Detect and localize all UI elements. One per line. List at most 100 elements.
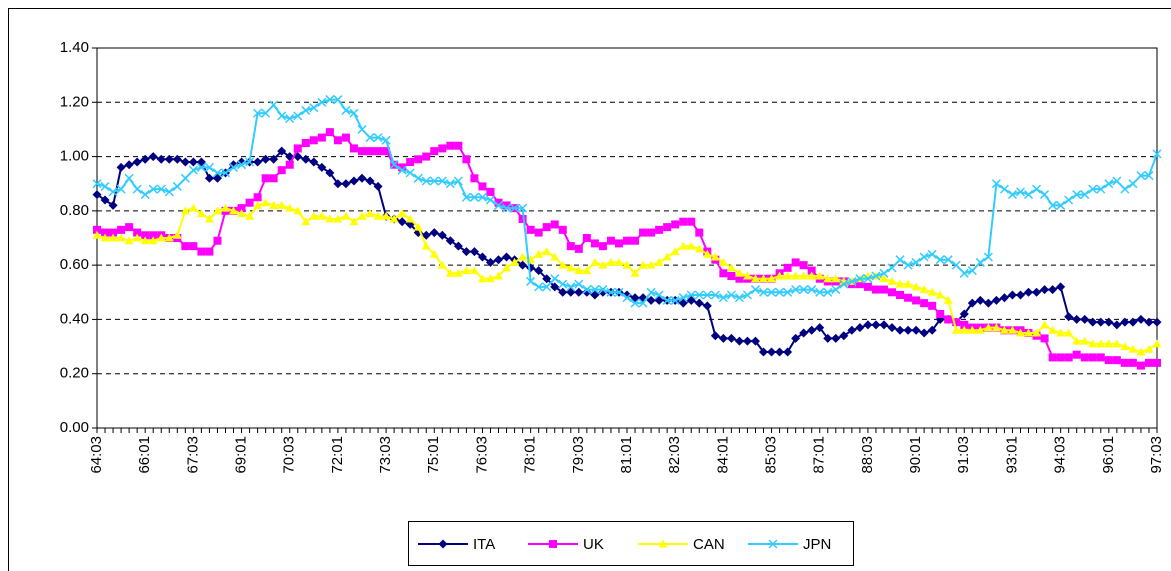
marker [959, 268, 969, 278]
marker [188, 165, 198, 175]
marker [461, 192, 471, 202]
marker [534, 228, 543, 237]
marker [718, 257, 728, 266]
legend-label: ITA [473, 536, 495, 553]
marker [1136, 347, 1146, 356]
marker [133, 228, 142, 237]
marker [397, 165, 407, 175]
marker [991, 295, 1001, 305]
marker [742, 290, 752, 300]
marker [960, 320, 969, 329]
legend: ITA UK CAN JPN [408, 521, 854, 566]
marker [807, 271, 817, 280]
marker [421, 241, 431, 250]
x-tick-label: 64:03 [88, 436, 105, 474]
marker [277, 111, 287, 121]
marker [847, 325, 857, 335]
marker [1136, 361, 1145, 370]
marker [116, 233, 126, 242]
marker [325, 95, 335, 105]
marker [341, 105, 351, 115]
marker [566, 242, 575, 251]
marker [429, 249, 439, 258]
marker [646, 260, 656, 269]
marker [101, 228, 110, 237]
marker [365, 176, 375, 186]
marker [1144, 171, 1154, 181]
marker [301, 217, 311, 226]
marker [309, 211, 319, 220]
marker [1080, 336, 1090, 345]
marker [831, 333, 841, 343]
marker [406, 158, 415, 166]
marker [245, 211, 255, 220]
marker [887, 323, 897, 333]
marker [430, 147, 439, 156]
marker [879, 285, 888, 294]
marker [686, 241, 696, 250]
marker [237, 209, 247, 218]
marker [397, 217, 407, 227]
marker [494, 255, 504, 265]
x-tick-label: 96:01 [1100, 436, 1117, 474]
marker [1064, 328, 1074, 337]
marker [542, 247, 552, 256]
marker [212, 206, 222, 215]
marker [445, 179, 455, 189]
marker [453, 176, 463, 186]
marker [991, 179, 1001, 189]
marker [156, 154, 166, 164]
marker [1112, 176, 1122, 186]
marker [502, 263, 512, 272]
marker [228, 162, 239, 172]
marker [1072, 350, 1081, 359]
marker [783, 271, 793, 280]
marker [204, 162, 214, 172]
x-tick-label: 90:01 [907, 436, 924, 474]
marker [398, 163, 407, 172]
marker [92, 190, 102, 200]
marker [879, 274, 889, 283]
marker [1015, 187, 1026, 197]
marker [1096, 184, 1106, 194]
legend-label: CAN [693, 536, 725, 553]
marker [1048, 353, 1057, 362]
marker [293, 111, 303, 121]
marker [220, 168, 231, 178]
y-tick-label: 0.60 [60, 256, 89, 273]
marker [237, 160, 247, 170]
x-tick-label: 97:03 [1148, 436, 1165, 474]
marker [100, 181, 110, 191]
marker [164, 187, 174, 197]
x-tick-label: 87:01 [811, 436, 828, 474]
marker [1152, 317, 1162, 327]
marker [598, 242, 607, 251]
marker [196, 162, 206, 172]
marker [100, 233, 110, 242]
marker [896, 291, 905, 299]
marker [678, 293, 688, 303]
marker [670, 247, 680, 256]
marker [109, 228, 118, 237]
marker [1136, 171, 1146, 181]
marker [301, 139, 310, 147]
marker [550, 220, 559, 229]
marker [494, 198, 503, 207]
marker [140, 236, 150, 245]
marker [1015, 290, 1025, 300]
marker [349, 176, 359, 186]
marker [172, 181, 182, 191]
marker [405, 168, 415, 178]
marker [1112, 356, 1121, 365]
y-tick-label: 1.00 [60, 148, 89, 165]
marker [277, 200, 287, 209]
marker [791, 258, 800, 267]
marker [245, 157, 255, 167]
marker [453, 241, 463, 251]
marker [148, 236, 158, 245]
marker [943, 255, 953, 265]
marker [1056, 353, 1065, 362]
marker [1144, 317, 1154, 327]
x-tick-label: 91:03 [955, 436, 972, 474]
marker [654, 290, 664, 300]
